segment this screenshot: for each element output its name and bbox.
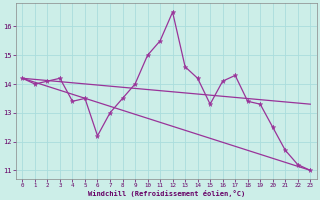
X-axis label: Windchill (Refroidissement éolien,°C): Windchill (Refroidissement éolien,°C) — [88, 190, 245, 197]
